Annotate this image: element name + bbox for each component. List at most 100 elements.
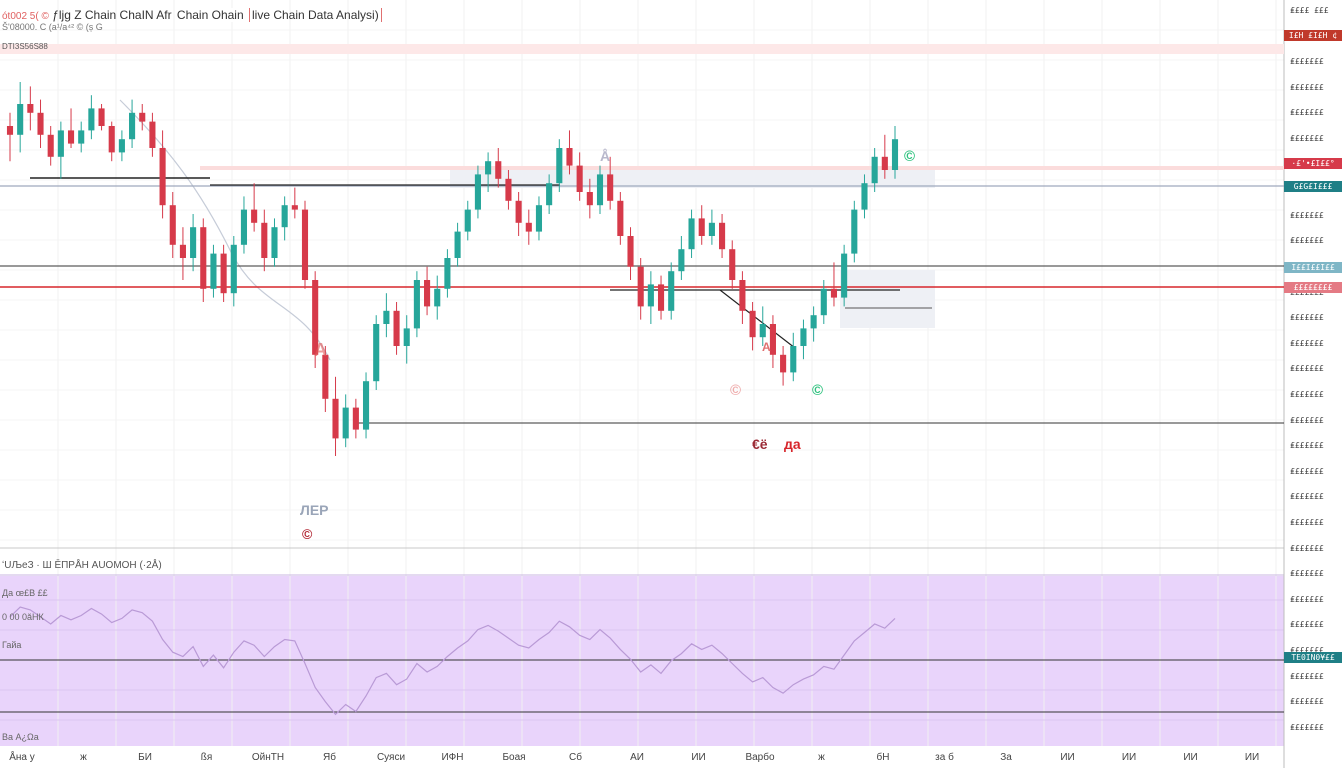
candle-body xyxy=(556,148,563,184)
candle xyxy=(810,306,817,342)
header-title: ƒljg Z Chain ChaIN Afr xyxy=(52,8,172,22)
indicator-title: ʻUЉеЗ · Ш ĒПРÅН АUОМОН xyxy=(2,560,137,571)
price-axis-label: ₤££££££ xyxy=(1290,646,1324,655)
candle xyxy=(891,126,899,179)
indicator-label-1: 0 00 0ăНК xyxy=(2,612,44,622)
candle xyxy=(647,271,654,324)
marker-6: €ё xyxy=(752,436,768,452)
price-axis-label: ₤££££££ xyxy=(1290,364,1324,374)
candle xyxy=(505,170,512,210)
candle xyxy=(474,165,481,219)
candle xyxy=(678,236,685,280)
candle xyxy=(291,187,298,219)
candle-body xyxy=(179,244,186,258)
candle-body xyxy=(444,258,451,289)
candle xyxy=(546,174,553,214)
candle xyxy=(749,302,756,351)
candle-body xyxy=(88,108,95,131)
price-axis-label: ₤££££££ xyxy=(1290,697,1324,707)
price-axis-label: ₤££££££ xyxy=(1290,569,1324,579)
time-axis-label: ж xyxy=(80,752,87,763)
candle-body xyxy=(627,236,634,267)
candle-body xyxy=(291,205,298,210)
candle-body xyxy=(586,192,593,206)
time-axis-label: ИИ xyxy=(1244,752,1260,763)
candle-body xyxy=(271,227,278,258)
time-axis-label: ОйнТН xyxy=(251,752,285,763)
candle xyxy=(820,280,827,324)
candle-body xyxy=(576,165,583,192)
candle xyxy=(6,112,14,162)
candle-body xyxy=(454,231,461,258)
candle-body xyxy=(688,218,695,250)
candle-body xyxy=(759,324,766,338)
candle xyxy=(118,130,125,162)
candle xyxy=(322,346,329,412)
candle-body xyxy=(515,200,522,223)
candle-body xyxy=(200,227,207,289)
candle-body xyxy=(830,288,838,298)
candle-body xyxy=(67,130,75,144)
candle-body xyxy=(413,280,420,329)
time-axis-label: ИИ xyxy=(1121,752,1137,763)
time-axis-label: За xyxy=(1000,752,1012,763)
candle xyxy=(851,200,858,263)
candle xyxy=(566,130,573,175)
candle xyxy=(464,200,471,241)
price-axis-label: ₤££££££ xyxy=(1290,415,1324,425)
candle xyxy=(525,209,532,245)
candle xyxy=(129,99,136,148)
candle-body xyxy=(47,134,54,157)
price-axis-label: ₤££££££ xyxy=(1290,722,1324,732)
marker-flag: А xyxy=(762,340,771,354)
candle-body xyxy=(678,249,685,272)
supply-zone xyxy=(450,170,935,188)
candle xyxy=(47,126,54,166)
candle-body xyxy=(230,244,237,294)
time-axis-label: Сб xyxy=(569,752,582,763)
time-axis-label: ИИ xyxy=(691,752,706,763)
candle-body xyxy=(749,310,756,338)
candle-body xyxy=(281,205,288,228)
candle-body xyxy=(373,324,380,382)
candle-body xyxy=(668,271,675,311)
candle-body xyxy=(57,130,64,157)
candle xyxy=(759,306,766,346)
candle xyxy=(149,112,156,157)
time-axis-label: ИФН xyxy=(441,752,464,763)
moving-average xyxy=(119,99,331,361)
candle xyxy=(495,148,502,188)
price-axis-label: ₤£££ £££ xyxy=(1290,6,1329,15)
candle xyxy=(596,165,604,214)
time-axis-label: БИ xyxy=(138,752,152,763)
candle-body xyxy=(342,407,349,439)
candle-body xyxy=(607,174,614,201)
oscillator-series xyxy=(9,606,896,716)
candle xyxy=(312,271,319,368)
candle xyxy=(739,271,746,324)
candle-body xyxy=(322,354,329,399)
candle xyxy=(200,218,207,302)
candle xyxy=(800,319,807,360)
candle-body xyxy=(739,280,746,311)
oscillator-line xyxy=(9,606,896,716)
candle-body xyxy=(332,398,339,439)
candle xyxy=(261,209,268,272)
candle xyxy=(688,209,695,258)
price-axis-label: ₤££££££ xyxy=(1290,671,1324,681)
price-axis-label: ₤££££££ xyxy=(1290,441,1324,451)
candle-body xyxy=(800,328,807,346)
candle-body xyxy=(37,112,44,135)
candle xyxy=(556,139,563,192)
candle xyxy=(332,376,339,456)
top-resistance-zone xyxy=(0,44,1284,54)
candle xyxy=(179,227,186,280)
candle-body xyxy=(647,284,654,307)
moving-average-line xyxy=(119,99,331,361)
candle-body xyxy=(566,148,573,166)
candle xyxy=(251,183,258,232)
candle xyxy=(637,258,644,320)
time-axis-label: Åна у xyxy=(9,752,35,763)
